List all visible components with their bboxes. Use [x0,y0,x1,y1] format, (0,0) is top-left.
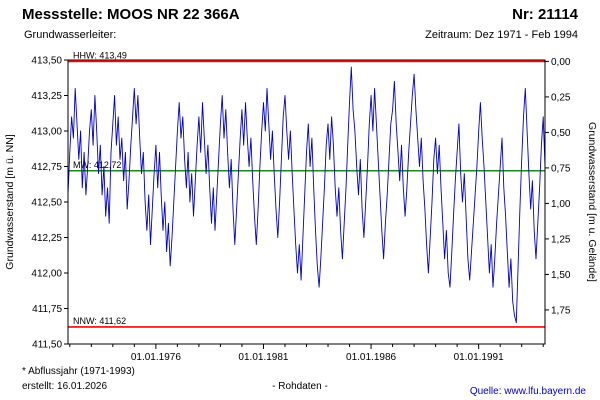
y-right-tick-label: 0,75 [551,163,571,174]
y-left-tick-label: 413,50 [31,56,62,67]
x-tick-label: 01.01.1986 [346,352,396,363]
y-right-tick-label: 0,00 [551,57,571,68]
plot-border [67,59,546,345]
reference-label-hhw: HHW: 413,49 [73,50,127,60]
y-left-axis-title: Grundwasserstand [m ü. NN] [4,134,16,269]
source-link[interactable]: www.lfu.bayern.de [504,386,586,397]
rohdaten-label: - Rohdaten - [272,381,328,392]
y-right-axis-title: Grundwasserstand [m u. Gelände] [586,122,598,282]
y-left-tick-label: 412,75 [31,162,62,173]
period-label: Zeitraum: Dez 1971 - Feb 1994 [425,29,578,41]
x-tick-label: 01.01.1976 [131,352,181,363]
created-label: erstellt: 16.01.2026 [22,381,108,392]
hydrograph-chart: 01.01.1976 01.01.1981 01.01.1986 01.01.1991… [4,50,598,363]
y-right-tick-label: 0,25 [551,92,571,103]
x-tick-label: 01.01.1981 [238,352,288,363]
y-left-tick-label: 411,50 [32,340,62,351]
source-prefix: Quelle: [469,386,505,397]
y-left-tick-label: 411,75 [32,304,62,315]
y-right-tick-label: 1,50 [551,270,571,281]
y-right-tick-label: 1,75 [551,305,571,316]
station-number: Nr: 21114 [512,6,578,23]
y-left-tick-label: 412,00 [31,269,62,280]
reference-label-mw: MW: 412,72 [73,160,121,170]
y-right-tick-label: 1,25 [551,234,571,245]
reference-label-nnw: NNW: 411,62 [73,316,126,326]
y-left-tick-label: 413,25 [31,91,62,102]
aquifer-label: Grundwasserleiter: [24,29,117,41]
y-left-tick-label: 412,25 [31,233,62,244]
source-line: Quelle: www.lfu.bayern.de [470,381,586,399]
series-line [67,66,546,324]
x-tick-label: 01.01.1991 [454,352,504,363]
page-title: Messstelle: MOOS NR 22 366A [22,6,240,23]
footnote: * Abflussjahr (1971-1993) [22,366,135,377]
y-left-tick-label: 412,50 [31,198,62,209]
y-left-tick-label: 413,00 [31,127,62,138]
y-right-tick-label: 0,50 [551,128,571,139]
y-right-tick-label: 1,00 [551,199,571,210]
